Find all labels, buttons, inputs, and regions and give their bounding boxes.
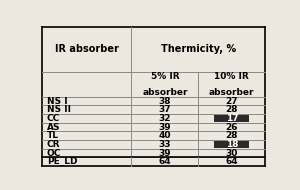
Text: 26: 26 xyxy=(226,123,238,132)
Text: 10% IR: 10% IR xyxy=(214,72,249,81)
Text: AS: AS xyxy=(47,123,60,132)
Text: 17: 17 xyxy=(226,114,238,123)
Text: absorber: absorber xyxy=(209,88,255,97)
Bar xyxy=(214,115,249,122)
Text: CR: CR xyxy=(47,140,60,149)
Text: 33: 33 xyxy=(159,140,171,149)
Bar xyxy=(214,141,249,148)
Text: 64: 64 xyxy=(159,157,171,166)
Text: NS I: NS I xyxy=(47,97,68,105)
Text: 40: 40 xyxy=(159,131,171,140)
Text: NS II: NS II xyxy=(47,105,71,114)
Text: 5% IR: 5% IR xyxy=(151,72,179,81)
Text: 39: 39 xyxy=(159,149,171,158)
Text: CC: CC xyxy=(47,114,60,123)
Text: OC: OC xyxy=(47,149,61,158)
Text: 38: 38 xyxy=(159,97,171,105)
Text: 32: 32 xyxy=(159,114,171,123)
Text: TL: TL xyxy=(47,131,59,140)
Text: 28: 28 xyxy=(226,105,238,114)
Text: 30: 30 xyxy=(226,149,238,158)
Text: PE_LD: PE_LD xyxy=(47,157,77,166)
Text: 27: 27 xyxy=(226,97,238,105)
Text: 37: 37 xyxy=(159,105,171,114)
Text: IR absorber: IR absorber xyxy=(55,44,119,54)
Text: 28: 28 xyxy=(226,131,238,140)
Text: absorber: absorber xyxy=(142,88,188,97)
Text: 18: 18 xyxy=(226,140,238,149)
Text: Thermicity, %: Thermicity, % xyxy=(161,44,236,54)
Text: 64: 64 xyxy=(226,157,238,166)
Text: 39: 39 xyxy=(159,123,171,132)
